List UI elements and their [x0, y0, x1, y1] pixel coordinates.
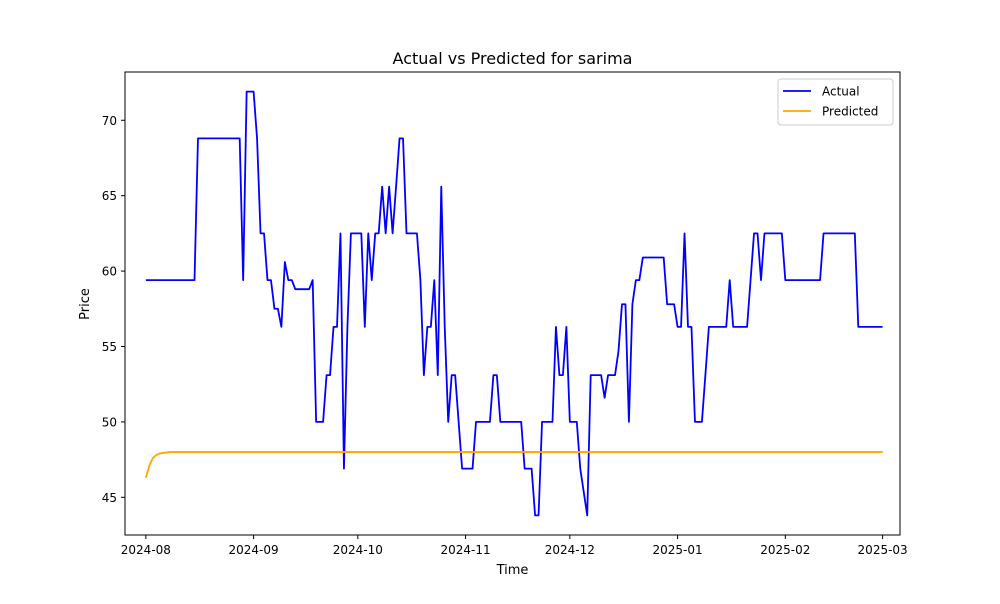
- x-tick-label: 2024-09: [229, 543, 279, 557]
- y-tick-label: 60: [102, 265, 117, 279]
- x-tick-label: 2025-03: [858, 543, 908, 557]
- x-tick-label: 2025-01: [653, 543, 703, 557]
- axes-layer: 2024-08 2024-09 2024-10 2024-11 2024-12 2025-…: [102, 71, 908, 557]
- y-tick-label: 65: [102, 189, 117, 203]
- series-line-actual: [145, 90, 883, 517]
- legend: Actual Predicted: [777, 78, 894, 126]
- x-tick-label: 2024-12: [545, 543, 595, 557]
- x-tick-label: 2024-10: [333, 543, 383, 557]
- x-tick-label: 2024-11: [441, 543, 491, 557]
- y-tick-label: 50: [102, 415, 117, 429]
- plot-frame: [124, 71, 901, 536]
- y-tick-label: 55: [102, 340, 117, 354]
- x-tick-label: 2024-08: [121, 543, 171, 557]
- legend-label-actual: Actual: [822, 85, 860, 99]
- x-axis-label: Time: [496, 563, 529, 578]
- series-line-predicted: [144, 451, 883, 478]
- y-tick-label: 70: [102, 114, 117, 128]
- y-tick-label: 45: [102, 491, 117, 505]
- series-layer: [144, 90, 883, 517]
- x-tick-label: 2025-02: [760, 543, 810, 557]
- legend-label-predicted: Predicted: [822, 105, 878, 119]
- chart-title: Actual vs Predicted for sarima: [393, 49, 633, 68]
- y-axis-label: Price: [78, 288, 93, 320]
